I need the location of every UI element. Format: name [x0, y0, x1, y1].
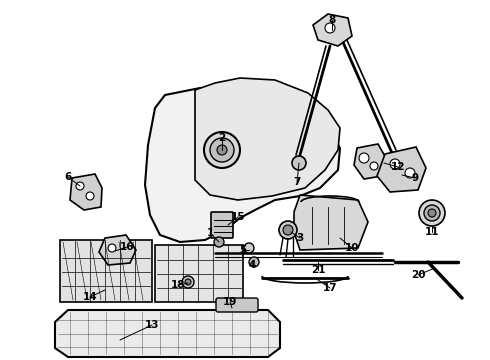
- Circle shape: [108, 244, 116, 252]
- Bar: [60, 240, 152, 302]
- Text: 15: 15: [231, 212, 245, 222]
- Circle shape: [76, 182, 84, 190]
- Text: 1: 1: [206, 228, 214, 238]
- Polygon shape: [55, 310, 280, 357]
- Circle shape: [86, 192, 94, 200]
- Text: 4: 4: [248, 260, 256, 270]
- Polygon shape: [145, 88, 340, 242]
- Bar: [155, 245, 243, 302]
- Text: 20: 20: [411, 270, 425, 280]
- Text: 13: 13: [145, 320, 159, 330]
- FancyBboxPatch shape: [211, 212, 233, 238]
- Circle shape: [185, 279, 191, 285]
- Text: 9: 9: [412, 173, 418, 183]
- Circle shape: [405, 168, 415, 178]
- Text: 3: 3: [296, 233, 304, 243]
- Polygon shape: [377, 147, 426, 192]
- Text: 7: 7: [294, 177, 301, 187]
- Polygon shape: [354, 144, 386, 179]
- Polygon shape: [313, 14, 352, 46]
- Circle shape: [359, 153, 369, 163]
- Circle shape: [217, 145, 227, 155]
- Text: 11: 11: [425, 227, 439, 237]
- Circle shape: [370, 162, 378, 170]
- FancyBboxPatch shape: [216, 298, 258, 312]
- Circle shape: [204, 132, 240, 168]
- Text: 8: 8: [328, 15, 336, 25]
- Circle shape: [325, 23, 335, 33]
- Text: 10: 10: [345, 243, 359, 253]
- Polygon shape: [195, 78, 340, 200]
- Polygon shape: [70, 174, 102, 210]
- Text: 2: 2: [219, 133, 225, 143]
- Circle shape: [249, 257, 259, 267]
- Circle shape: [424, 205, 440, 221]
- Circle shape: [419, 200, 445, 226]
- Circle shape: [390, 159, 400, 169]
- Text: 6: 6: [64, 172, 72, 182]
- Text: 18: 18: [171, 280, 185, 290]
- Circle shape: [283, 225, 293, 235]
- Text: 16: 16: [120, 242, 134, 252]
- Text: 19: 19: [223, 297, 237, 307]
- Text: 21: 21: [311, 265, 325, 275]
- Polygon shape: [99, 235, 136, 265]
- Text: 5: 5: [240, 245, 246, 255]
- Text: 14: 14: [83, 292, 98, 302]
- Text: 17: 17: [323, 283, 337, 293]
- Circle shape: [182, 276, 194, 288]
- Polygon shape: [294, 195, 368, 250]
- Circle shape: [279, 221, 297, 239]
- Circle shape: [292, 156, 306, 170]
- Circle shape: [428, 209, 436, 217]
- Text: 12: 12: [391, 162, 405, 172]
- Circle shape: [214, 237, 224, 247]
- Circle shape: [244, 243, 254, 253]
- Circle shape: [210, 138, 234, 162]
